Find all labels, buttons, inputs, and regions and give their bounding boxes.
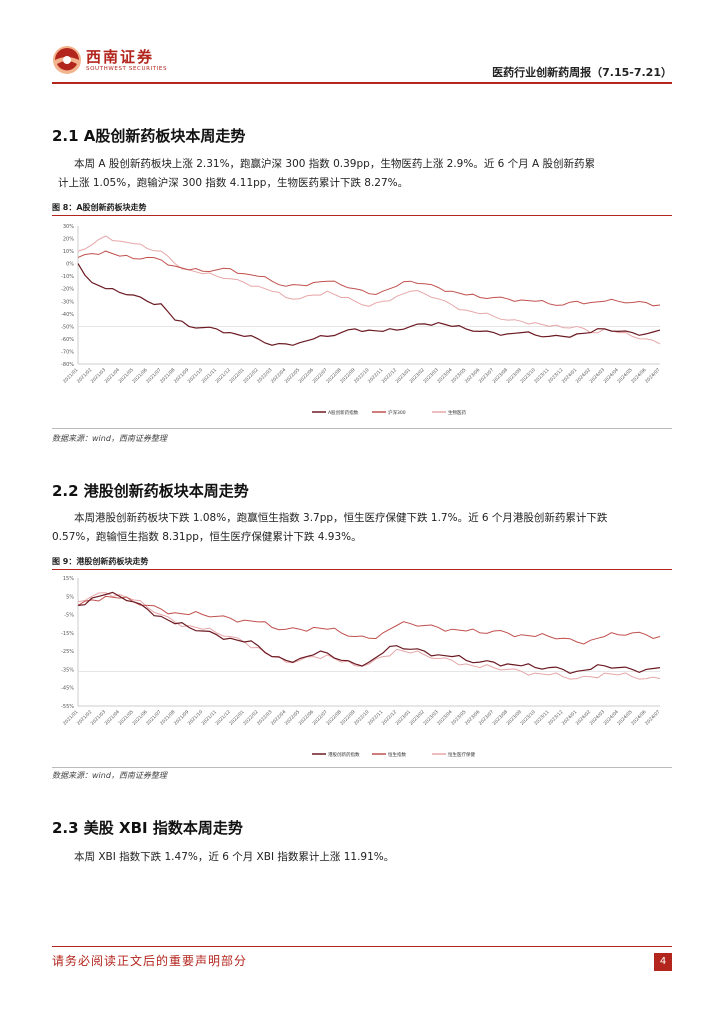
hk-share-chart: 15%5%-5%-15%-25%-35%-45%-55%2021/012021/… [61, 576, 662, 758]
legend-label: 沪深300 [388, 409, 406, 416]
footer-divider [52, 946, 672, 947]
y-tick-label: -10% [61, 274, 74, 280]
y-tick-label: -70% [61, 349, 74, 355]
y-tick-label: -45% [61, 686, 74, 692]
series-line-2 [77, 235, 661, 345]
y-tick-label: -55% [61, 704, 74, 710]
y-tick-label: 15% [63, 576, 74, 582]
y-tick-label: -80% [61, 362, 74, 368]
section-paragraph-a-share: 本周 A 股创新药板块上涨 2.31%，跑赢沪深 300 指数 0.39pp，生… [52, 155, 674, 192]
series-line-1 [77, 595, 661, 645]
legend-label: 恒生指数 [388, 751, 406, 758]
report-title: 医药行业创新药周报（7.15-7.21） [492, 66, 672, 79]
legend-label: 港股创新药指数 [328, 751, 360, 758]
y-tick-label: -40% [61, 312, 74, 318]
series-line-2 [77, 592, 661, 680]
y-tick-label: -60% [61, 337, 74, 343]
y-tick-label: -15% [61, 631, 74, 637]
logo-mark-icon [53, 46, 81, 74]
section-title-hk-share: 2.2 港股创新药板块本周走势 [52, 482, 249, 500]
y-tick-label: 5% [66, 594, 74, 600]
y-tick-label: -35% [61, 667, 74, 673]
page-number: 4 [654, 953, 672, 971]
legend-label: A股创新药指数 [328, 409, 359, 416]
figure-source: 数据来源：wind，西南证券整理 [52, 771, 167, 780]
y-tick-label: -25% [61, 649, 74, 655]
figure-bottom-rule [52, 767, 672, 768]
paragraph-line: 计上涨 1.05%，跑输沪深 300 指数 4.11pp，生物医药累计下跌 8.… [58, 176, 409, 189]
figure-bottom-rule [52, 428, 672, 429]
a-share-chart: 30% 20% 10% 0% -10% -20% -30% -40% -50% -60% -70% -… [61, 224, 662, 416]
figure-top-rule [52, 215, 672, 216]
x-tick-label: 2024/07 [644, 709, 662, 727]
figure-title-9: 图 9：港股创新药板块走势 [52, 557, 149, 566]
y-tick-label: -50% [61, 324, 74, 330]
logo-en-text: SOUTHWEST SECURITIES [86, 66, 168, 72]
y-tick-label: 30% [63, 224, 74, 230]
section-paragraph-xbi: 本周 XBI 指数下跌 1.47%，近 6 个月 XBI 指数累计上涨 11.9… [52, 848, 674, 867]
paragraph-line: 本周 XBI 指数下跌 1.47%，近 6 个月 XBI 指数累计上涨 11.9… [74, 851, 395, 863]
series-line-0 [77, 591, 661, 674]
series-line-0 [77, 263, 661, 346]
y-tick-label: 10% [63, 249, 74, 255]
header-divider [52, 82, 672, 84]
figure-title-8: 图 8：A股创新药板块走势 [52, 203, 147, 212]
y-tick-label: -5% [64, 613, 74, 619]
paragraph-line: 本周 A 股创新药板块上涨 2.31%，跑赢沪深 300 指数 0.39pp，生… [74, 158, 596, 170]
section-title-xbi: 2.3 美股 XBI 指数本周走势 [52, 819, 243, 837]
figure-top-rule [52, 569, 672, 570]
x-tick-label: 2024/07 [644, 367, 662, 385]
legend-label: 生物医药 [448, 409, 466, 416]
figure-source: 数据来源：wind，西南证券整理 [52, 434, 167, 443]
section-title-a-share: 2.1 A股创新药板块本周走势 [52, 127, 246, 145]
footer-disclaimer: 请务必阅读正文后的重要声明部分 [52, 954, 248, 968]
brand-logo: 西南证券 SOUTHWEST SECURITIES [48, 43, 178, 77]
y-tick-label: -20% [61, 287, 74, 293]
y-tick-label: -30% [61, 299, 74, 305]
paragraph-line: 本周港股创新药板块下跌 1.08%，跑赢恒生指数 3.7pp，恒生医疗保健下跌 … [74, 512, 608, 524]
y-tick-label: 20% [63, 237, 74, 243]
y-tick-label: 0% [66, 262, 74, 268]
logo-cn-text: 西南证券 [86, 48, 155, 66]
legend-label: 恒生医疗保健 [448, 751, 475, 758]
series-line-1 [77, 250, 661, 307]
section-paragraph-hk-share: 本周港股创新药板块下跌 1.08%，跑赢恒生指数 3.7pp，恒生医疗保健下跌 … [52, 509, 674, 546]
paragraph-line: 0.57%，跑输恒生指数 8.31pp，恒生医疗保健累计下跌 4.93%。 [52, 530, 362, 543]
